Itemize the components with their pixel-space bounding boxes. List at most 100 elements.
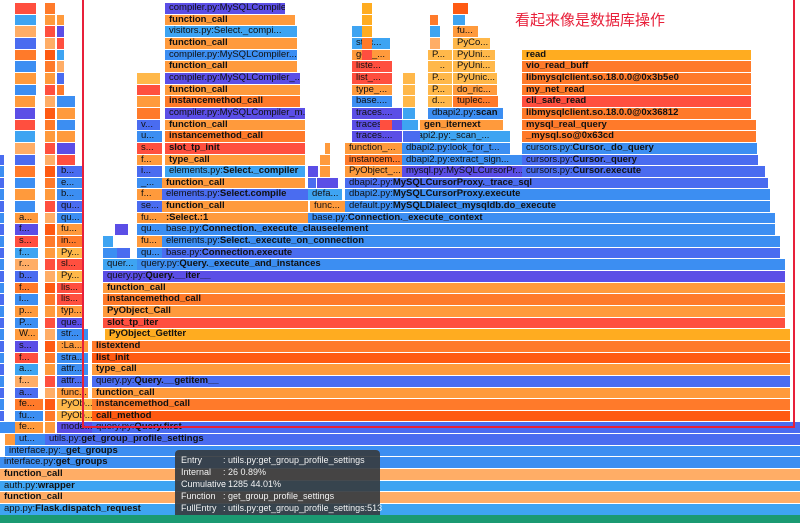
flame-frame[interactable]: fe... bbox=[15, 399, 43, 410]
flame-frame[interactable]: ut... bbox=[15, 434, 45, 445]
flame-frame[interactable]: my_net_read bbox=[522, 84, 751, 96]
flame-frame[interactable]: base.py:Connection._execute_context bbox=[308, 212, 775, 224]
flame-frame[interactable]: elements.py:Select._compiler bbox=[165, 166, 305, 177]
flame-frame[interactable]: app.py:Flask.dispatch_request bbox=[0, 504, 800, 515]
flame-frame[interactable] bbox=[0, 166, 4, 177]
flame-frame[interactable]: lis... bbox=[57, 282, 82, 294]
flame-frame[interactable]: dbapi2.py:_scan_... bbox=[403, 131, 510, 142]
flame-frame[interactable]: Py... bbox=[57, 247, 82, 259]
flame-frame[interactable]: b... bbox=[15, 271, 38, 282]
flame-frame[interactable] bbox=[308, 177, 316, 189]
flame-frame[interactable]: PyUni... bbox=[453, 61, 495, 72]
flame-frame[interactable] bbox=[137, 72, 160, 84]
flame-frame[interactable] bbox=[0, 236, 4, 247]
flame-frame[interactable]: u... bbox=[137, 131, 162, 142]
flame-frame[interactable]: traces.... bbox=[352, 131, 402, 142]
flame-frame[interactable]: quer... bbox=[103, 259, 137, 271]
flame-frame[interactable]: b... bbox=[57, 166, 82, 177]
flame-frame[interactable] bbox=[0, 224, 4, 236]
flame-frame[interactable] bbox=[15, 61, 36, 72]
flame-frame[interactable] bbox=[453, 14, 465, 26]
flame-frame[interactable] bbox=[0, 189, 4, 201]
flame-frame[interactable] bbox=[45, 259, 55, 271]
flame-frame[interactable]: function_call bbox=[162, 177, 305, 189]
flame-frame[interactable] bbox=[0, 375, 4, 387]
flame-frame[interactable]: b... bbox=[57, 189, 82, 201]
flame-frame[interactable] bbox=[57, 61, 64, 72]
flame-frame[interactable] bbox=[403, 96, 415, 107]
flame-frame[interactable]: instancemethod_call bbox=[92, 399, 790, 410]
flame-frame[interactable]: instancem... bbox=[345, 154, 402, 166]
flame-frame[interactable]: str... bbox=[57, 329, 88, 340]
flame-frame[interactable] bbox=[15, 96, 35, 107]
flame-frame[interactable] bbox=[115, 224, 128, 236]
flame-frame[interactable]: qu... bbox=[57, 212, 82, 224]
flame-frame[interactable] bbox=[15, 84, 36, 96]
flame-frame[interactable] bbox=[15, 14, 36, 26]
flame-frame[interactable]: cli_safe_read bbox=[522, 96, 751, 107]
flame-frame[interactable] bbox=[15, 142, 35, 154]
flame-frame[interactable] bbox=[0, 317, 4, 329]
flame-frame[interactable]: :La... bbox=[57, 340, 88, 352]
flame-frame[interactable]: a... bbox=[15, 364, 38, 375]
flame-frame[interactable] bbox=[45, 410, 55, 422]
flame-frame[interactable]: read bbox=[522, 49, 751, 61]
flame-frame[interactable]: mode... bbox=[57, 422, 92, 434]
flame-frame[interactable] bbox=[45, 131, 55, 142]
flame-frame[interactable]: function_call bbox=[165, 84, 300, 96]
flame-frame[interactable] bbox=[0, 387, 4, 399]
flame-frame[interactable] bbox=[0, 305, 4, 317]
flame-frame[interactable] bbox=[45, 340, 55, 352]
flame-frame[interactable] bbox=[137, 84, 160, 96]
flame-frame[interactable]: P... bbox=[15, 317, 38, 329]
flame-frame[interactable] bbox=[15, 119, 35, 131]
flame-frame[interactable]: visitors.py:Select._compi... bbox=[165, 26, 297, 38]
flame-frame[interactable]: PyUnic... bbox=[453, 72, 497, 84]
flame-frame[interactable] bbox=[0, 177, 4, 189]
flame-frame[interactable] bbox=[45, 317, 55, 329]
flame-frame[interactable] bbox=[45, 38, 55, 49]
flame-frame[interactable]: instancemethod_call bbox=[165, 131, 305, 142]
flame-frame[interactable] bbox=[402, 119, 418, 131]
flame-frame[interactable] bbox=[45, 49, 55, 61]
flame-frame[interactable] bbox=[45, 294, 55, 305]
flame-frame[interactable] bbox=[362, 38, 372, 49]
flame-frame[interactable]: i... bbox=[15, 294, 38, 305]
flame-frame[interactable]: compiler.py:MySQLCompiler... bbox=[165, 49, 297, 61]
flame-frame[interactable] bbox=[362, 3, 372, 14]
flame-frame[interactable]: _... bbox=[137, 177, 162, 189]
flame-frame[interactable]: elements.py:Select._execute_on_connectio… bbox=[162, 236, 780, 247]
flame-frame[interactable]: f... bbox=[15, 247, 38, 259]
flame-frame[interactable] bbox=[57, 107, 75, 119]
flame-frame[interactable] bbox=[45, 201, 55, 212]
flame-frame[interactable] bbox=[5, 434, 15, 445]
flame-frame[interactable]: qu... bbox=[57, 201, 82, 212]
flame-frame[interactable]: a... bbox=[15, 212, 38, 224]
flame-frame[interactable]: gen_iternext bbox=[420, 119, 503, 131]
flame-frame[interactable] bbox=[403, 84, 415, 96]
flame-frame[interactable]: PyOb... bbox=[57, 399, 92, 410]
flame-frame[interactable]: slot_tp_init bbox=[165, 142, 305, 154]
flame-frame[interactable]: que... bbox=[57, 317, 82, 329]
flame-frame[interactable]: P... bbox=[428, 84, 452, 96]
flame-frame[interactable]: cursors.py:Cursor._do_query bbox=[522, 142, 757, 154]
flame-frame[interactable] bbox=[362, 14, 372, 26]
flame-frame[interactable] bbox=[45, 375, 55, 387]
flame-frame[interactable]: se... bbox=[137, 201, 162, 212]
flame-frame[interactable]: PyOb... bbox=[57, 410, 92, 422]
flame-frame[interactable] bbox=[45, 387, 55, 399]
flame-frame[interactable]: slot_tp_iter bbox=[103, 317, 785, 329]
flame-frame[interactable] bbox=[117, 247, 130, 259]
flame-frame[interactable]: type_... bbox=[352, 84, 392, 96]
flame-frame[interactable] bbox=[57, 84, 64, 96]
flame-frame[interactable] bbox=[45, 271, 55, 282]
flame-frame[interactable] bbox=[45, 96, 55, 107]
flame-frame[interactable] bbox=[45, 107, 55, 119]
flame-frame[interactable]: qu... bbox=[137, 224, 162, 236]
flame-frame[interactable] bbox=[57, 131, 75, 142]
flame-frame[interactable] bbox=[0, 294, 4, 305]
flame-frame[interactable]: _mysql.so@0x63cd bbox=[522, 131, 756, 142]
flame-frame[interactable]: query.py:Query.__iter__ bbox=[103, 271, 785, 282]
flame-frame[interactable] bbox=[57, 72, 64, 84]
flame-frame[interactable] bbox=[0, 259, 4, 271]
